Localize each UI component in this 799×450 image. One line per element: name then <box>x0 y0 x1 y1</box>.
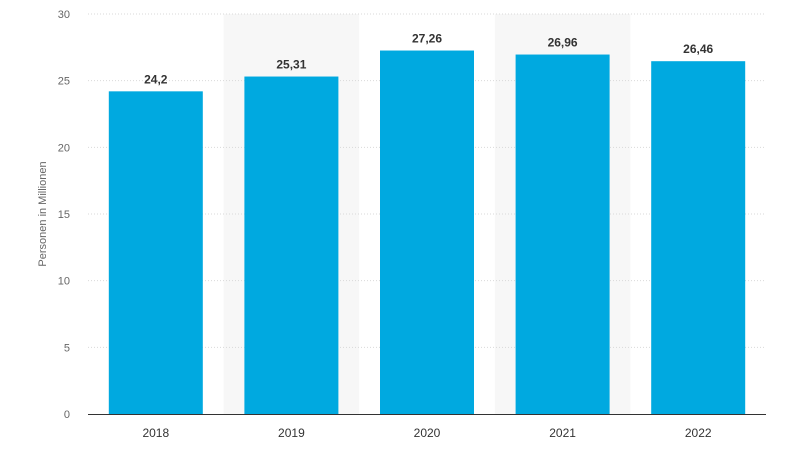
bars <box>108 50 746 415</box>
y-tick-label: 15 <box>58 209 70 221</box>
data-label: 26,46 <box>683 42 713 56</box>
y-tick-label: 30 <box>58 9 70 21</box>
data-label: 26,96 <box>548 36 578 50</box>
y-tick-label: 10 <box>58 276 70 288</box>
y-tick-label: 0 <box>64 409 70 421</box>
x-tick-label: 2020 <box>414 426 441 440</box>
data-labels: 24,2 25,31 27,26 26,96 26,46 <box>144 32 713 87</box>
x-tick-label: 2019 <box>278 426 305 440</box>
data-label: 24,2 <box>144 72 168 86</box>
y-axis-ticks: 0 5 10 15 20 25 30 <box>58 9 70 421</box>
x-tick-label: 2018 <box>142 426 169 440</box>
y-tick-label: 25 <box>58 76 70 88</box>
bar <box>380 50 474 415</box>
x-tick-label: 2021 <box>549 426 576 440</box>
data-label: 27,26 <box>412 32 442 46</box>
bar <box>515 54 610 415</box>
bar <box>244 76 339 415</box>
bar <box>108 91 203 414</box>
bar <box>651 61 746 414</box>
y-tick-label: 5 <box>64 342 70 354</box>
y-tick-label: 20 <box>58 142 70 154</box>
x-axis-ticks: 2018 2019 2020 2021 2022 <box>142 426 711 440</box>
y-axis-title: Personen in Millionen <box>37 161 49 266</box>
x-tick-label: 2022 <box>685 426 712 440</box>
data-label: 25,31 <box>276 58 306 72</box>
